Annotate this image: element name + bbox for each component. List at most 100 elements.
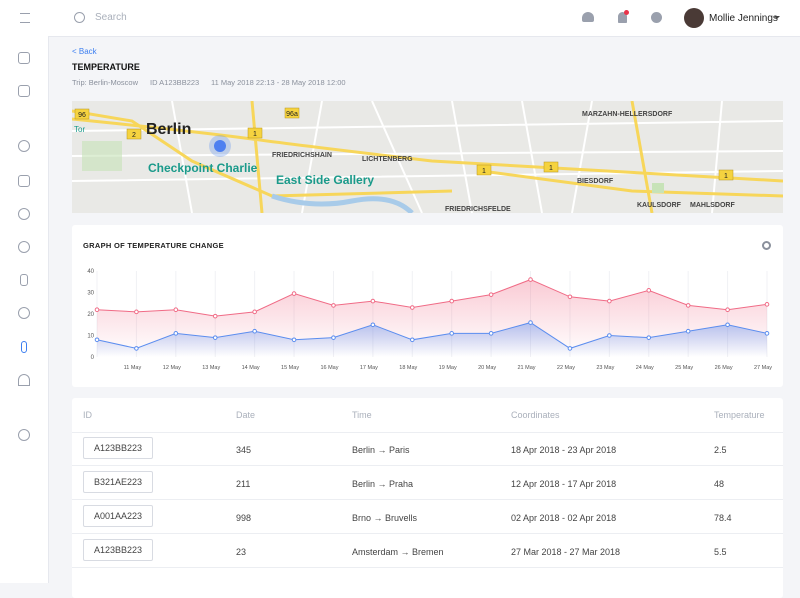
- map: Hackescher Markt Tor Berlin FRIEDRICHSHAIN L…: [72, 101, 783, 213]
- road-sign: [247, 127, 263, 139]
- search-icon: [74, 12, 85, 23]
- x-tick-label: 26 May: [715, 365, 733, 371]
- column-header: Coordinates: [511, 410, 560, 420]
- nav-temperature[interactable]: [21, 341, 27, 353]
- table-cell: 02 Apr 2018 - 02 Apr 2018: [511, 513, 617, 523]
- id-cell: B321AE223: [83, 471, 154, 493]
- map-label: Hackescher Markt: [177, 101, 242, 103]
- table-cell: Berlin → Praha: [352, 479, 414, 489]
- data-point: [94, 307, 100, 312]
- nav-wifi[interactable]: [18, 374, 30, 386]
- help-icon[interactable]: [651, 12, 662, 23]
- location-dot: [214, 140, 226, 152]
- trip: Trip: Berlin-Moscow: [72, 78, 138, 87]
- y-tick-label: 40: [87, 269, 94, 275]
- data-point: [331, 335, 336, 340]
- table-cell: 78.4: [714, 513, 732, 523]
- data-point: [370, 298, 376, 304]
- user-caret[interactable]: [774, 16, 780, 22]
- page-title: TEMPERATURE: [72, 62, 140, 72]
- x-tick-label: 21 May: [518, 365, 536, 371]
- road-sign: [718, 169, 734, 181]
- road-sign-label: 2: [132, 132, 136, 139]
- sidebar: [0, 0, 49, 583]
- map-label: MAHLSDORF: [690, 202, 735, 209]
- chart: 0 10 20 30 40 11 May 12 May 13 May 14 May 15 May 1…: [87, 269, 772, 371]
- nav-calendar[interactable]: [18, 85, 30, 97]
- map-label: LICHTENBERG: [362, 156, 413, 163]
- data-point: [725, 322, 730, 328]
- data-point: [528, 320, 533, 325]
- column-header: Date: [236, 410, 256, 420]
- table-cell: 2.5: [714, 445, 727, 455]
- data-point: [252, 328, 257, 334]
- table-cell: Berlin → Paris: [352, 445, 410, 455]
- table-cell: 5.5: [714, 547, 727, 557]
- table-cell: 345: [236, 445, 252, 455]
- nav-battery[interactable]: [20, 274, 28, 286]
- data-point: [449, 298, 455, 304]
- x-tick-label: 18 May: [399, 365, 417, 371]
- x-tick-label: 24 May: [636, 365, 654, 371]
- road-sign-label: 1: [549, 165, 553, 172]
- data-point: [331, 303, 336, 308]
- data-point: [134, 346, 139, 351]
- divider: [72, 465, 783, 466]
- road-sign-label: 1: [482, 168, 486, 175]
- add-user-icon[interactable]: [582, 12, 594, 22]
- data-point: [567, 294, 573, 300]
- data-point: [449, 331, 455, 336]
- chart-settings[interactable]: [762, 241, 771, 250]
- river: [271, 193, 414, 213]
- table-cell: 48: [714, 479, 725, 489]
- back-link[interactable]: < Back: [72, 47, 97, 56]
- x-tick-label: 14 May: [242, 365, 260, 371]
- id-cell: A123BB223: [83, 539, 154, 561]
- x-tick-label: 16 May: [320, 365, 338, 371]
- data-point: [212, 313, 218, 319]
- nav-humidity[interactable]: [18, 208, 30, 220]
- data-point: [173, 331, 179, 336]
- x-tick-label: 17 May: [360, 365, 378, 371]
- map-label: MARZAHN-HELLERSDORF: [582, 111, 673, 118]
- data-point: [291, 337, 297, 343]
- x-tick-label: 22 May: [557, 365, 575, 371]
- data-point: [764, 331, 770, 336]
- nav-timer[interactable]: [18, 140, 30, 152]
- nav-motion[interactable]: [18, 307, 30, 319]
- trip-period: 11 May 2018 22:13 - 28 May 2018 12:00: [211, 78, 346, 87]
- nav-light[interactable]: [18, 241, 30, 253]
- data-point: [685, 328, 691, 334]
- data-point: [370, 322, 376, 328]
- column-header: ID: [83, 410, 92, 420]
- park: [82, 141, 122, 171]
- user-name[interactable]: Mollie Jennings: [709, 13, 778, 24]
- road-sign: [284, 107, 300, 119]
- divider: [72, 533, 783, 534]
- road-sign-label: 96a: [286, 111, 298, 118]
- data-point: [488, 292, 494, 297]
- nav-settings[interactable]: [18, 429, 30, 441]
- avatar[interactable]: [684, 8, 704, 28]
- menu-icon[interactable]: [20, 13, 30, 23]
- data-point: [685, 303, 691, 308]
- series-line: [96, 279, 768, 317]
- nav-dashboard[interactable]: [18, 52, 30, 64]
- nav-list[interactable]: [18, 175, 30, 187]
- map-label: East Side Gallery: [276, 173, 374, 187]
- data-point: [134, 309, 139, 315]
- divider: [72, 499, 783, 500]
- map-label: KAULSDORF: [637, 202, 682, 209]
- road-sign: [476, 164, 492, 176]
- data-point: [607, 333, 612, 338]
- data-point: [488, 331, 494, 336]
- table-cell: 18 Apr 2018 - 23 Apr 2018: [511, 445, 617, 455]
- data-point: [409, 305, 415, 310]
- data-point: [607, 298, 612, 304]
- notifications-icon[interactable]: [618, 12, 627, 23]
- data-point: [567, 346, 573, 351]
- search-input[interactable]: Search: [95, 12, 127, 23]
- map-label: Checkpoint Charlie: [148, 161, 258, 175]
- data-point: [764, 302, 770, 307]
